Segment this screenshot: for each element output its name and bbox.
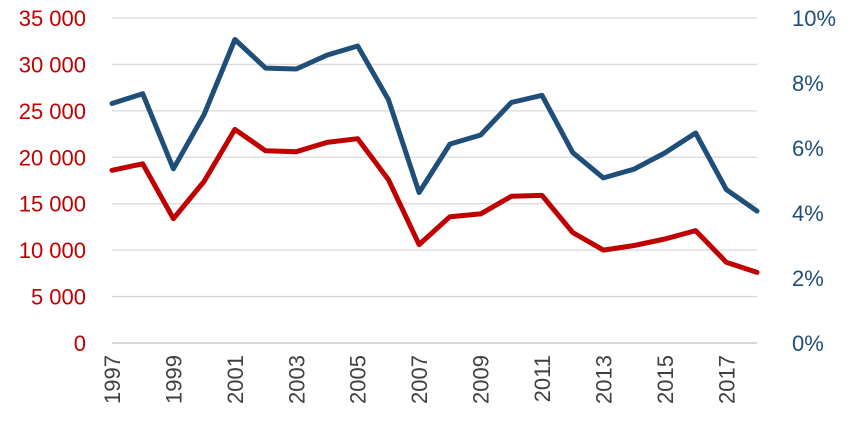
left-axis-tick-label: 0: [74, 331, 86, 356]
right-axis-tick-label: 8%: [792, 71, 824, 96]
right-axis-tick-label: 10%: [792, 6, 836, 31]
x-axis-ticks: 1997 1999 2001 2003 2005 2007 2009 2011 2013 2015…: [100, 355, 739, 404]
left-axis-tick-label: 10 000: [19, 238, 86, 263]
right-axis-ticks: 0% 2% 4% 6% 8% 10%: [792, 6, 836, 356]
left-axis-tick-label: 25 000: [19, 99, 86, 124]
x-axis-tick-label: 2011: [530, 355, 555, 402]
x-axis-tick-label: 2003: [284, 355, 309, 404]
right-axis-tick-label: 4%: [792, 201, 824, 226]
x-axis-tick-label: 1997: [100, 355, 125, 404]
left-axis-tick-label: 35 000: [19, 6, 86, 31]
x-axis-tick-label: 2013: [591, 355, 616, 404]
left-axis-ticks: 0 5 000 10 000 15 000 20 000 25 000 30 000 35 0…: [19, 6, 86, 356]
left-axis-tick-label: 30 000: [19, 52, 86, 77]
left-axis-tick-label: 5 000: [31, 285, 86, 310]
x-axis-tick-label: 2005: [346, 355, 371, 404]
right-axis-tick-label: 6%: [792, 136, 824, 161]
x-axis-tick-label: 2009: [469, 355, 494, 404]
x-axis-tick-label: 2001: [223, 355, 248, 404]
x-axis-tick-label: 2017: [714, 355, 739, 404]
x-axis-tick-label: 2015: [653, 355, 678, 404]
series-lines: [109, 37, 760, 275]
right-axis-tick-label: 2%: [792, 266, 824, 291]
left-axis-tick-label: 20 000: [19, 145, 86, 170]
series-line-right-axis: [109, 37, 760, 214]
gridlines: [112, 17, 757, 344]
left-axis-tick-label: 15 000: [19, 192, 86, 217]
x-axis-tick-label: 2007: [407, 355, 432, 404]
series-line-left-axis: [109, 126, 760, 275]
right-axis-tick-label: 0%: [792, 331, 824, 356]
x-axis-tick-label: 1999: [161, 355, 186, 404]
